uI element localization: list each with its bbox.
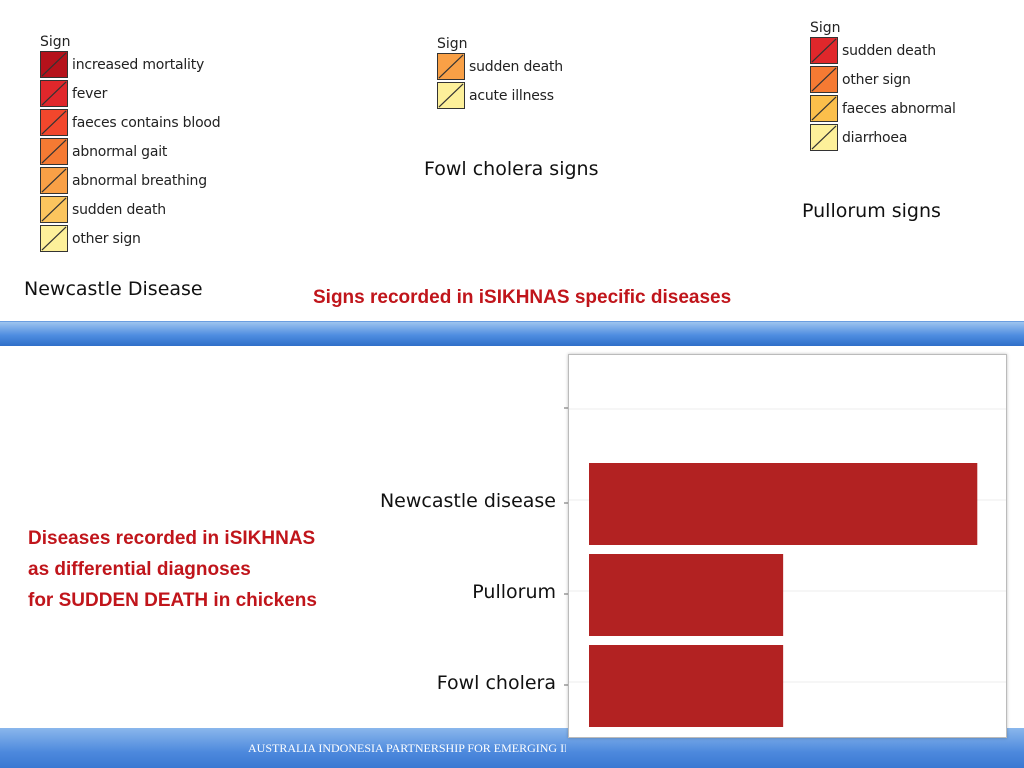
diseases-heading-line-1: Diseases recorded in iSIKHNAS: [28, 528, 316, 549]
legend-swatch: [810, 66, 838, 93]
legend-items: sudden death acute illness: [437, 52, 563, 110]
legend-item: other sign: [40, 224, 220, 253]
legend-swatch: [810, 95, 838, 122]
legend-label: other sign: [72, 230, 141, 247]
category-label: Newcastle disease: [379, 490, 556, 512]
diseases-heading-line-2: as differential diagnoses: [28, 559, 251, 580]
legend-label: sudden death: [72, 201, 166, 218]
bar-fowl-cholera: [589, 645, 784, 727]
legend-item: faeces contains blood: [40, 108, 221, 137]
legend-swatch: [40, 167, 68, 194]
legend-swatch: [40, 80, 68, 107]
legend-item: increased mortality: [40, 50, 220, 79]
legend-title: Sign: [40, 34, 71, 50]
legend-item: diarrhoea: [810, 123, 956, 152]
footer-text: AUSTRALIA INDONESIA PARTNERSHIP FOR EMER…: [248, 741, 566, 755]
legend-label: sudden death: [469, 58, 563, 75]
legend-swatch: [810, 124, 838, 151]
legend-label: faeces abnormal: [842, 100, 956, 117]
fowl-cholera-caption: Fowl cholera signs: [424, 158, 599, 180]
legend-label: abnormal gait: [72, 143, 168, 160]
legend-item: abnormal breathing: [40, 166, 220, 195]
legend-item: acute illness: [437, 81, 563, 110]
legend-item: other sign: [810, 65, 956, 94]
legend-label: acute illness: [469, 87, 554, 104]
legend-label: sudden death: [842, 42, 936, 59]
bar-pullorum: [589, 554, 784, 636]
legend-item: fever: [40, 79, 220, 108]
legend-swatch: [810, 37, 838, 64]
legend-swatch: [437, 82, 465, 109]
bar-newcastle-disease: [589, 463, 978, 545]
legend-item: sudden death: [40, 195, 220, 224]
legend-swatch: [40, 196, 68, 223]
signs-heading: Signs recorded in iSIKHNAS specific dise…: [313, 287, 732, 308]
category-label: Fowl cholera: [436, 672, 556, 694]
legend-swatch: [40, 138, 68, 165]
legend-swatch: [437, 53, 465, 80]
legend-label: other sign: [842, 71, 911, 88]
newcastle-legend: Sign increased mortality fever faeces cont…: [40, 34, 221, 253]
legend-title: Sign: [810, 20, 841, 36]
legend-swatch: [40, 109, 68, 136]
category-label: Pullorum: [472, 581, 556, 603]
legend-swatch: [40, 51, 68, 78]
legend-label: increased mortality: [72, 56, 205, 73]
legend-label: diarrhoea: [842, 129, 908, 146]
bar-chart: [569, 408, 1006, 727]
legend-items: sudden death other sign faeces abnormal dia…: [810, 36, 956, 152]
legend-item: sudden death: [437, 52, 563, 81]
legend-title: Sign: [437, 36, 468, 52]
diseases-heading-line-3: for SUDDEN DEATH in chickens: [28, 590, 317, 611]
fowl-cholera-legend: Sign sudden death acute illness: [437, 36, 563, 110]
pullorum-legend: Sign sudden death other sign faeces abnorm…: [810, 20, 956, 152]
legend-item: faeces abnormal: [810, 94, 956, 123]
newcastle-caption: Newcastle Disease: [24, 278, 203, 300]
legend-item: sudden death: [810, 36, 956, 65]
legend-label: fever: [72, 85, 108, 102]
section-divider: [0, 321, 1024, 346]
legend-item: abnormal gait: [40, 137, 220, 166]
legend-label: faeces contains blood: [72, 114, 221, 131]
legend-items: increased mortality fever faeces contains …: [40, 50, 221, 253]
chart-frame: [568, 354, 1007, 738]
legend-swatch: [40, 225, 68, 252]
legend-label: abnormal breathing: [72, 172, 207, 189]
pullorum-caption: Pullorum signs: [802, 200, 941, 222]
